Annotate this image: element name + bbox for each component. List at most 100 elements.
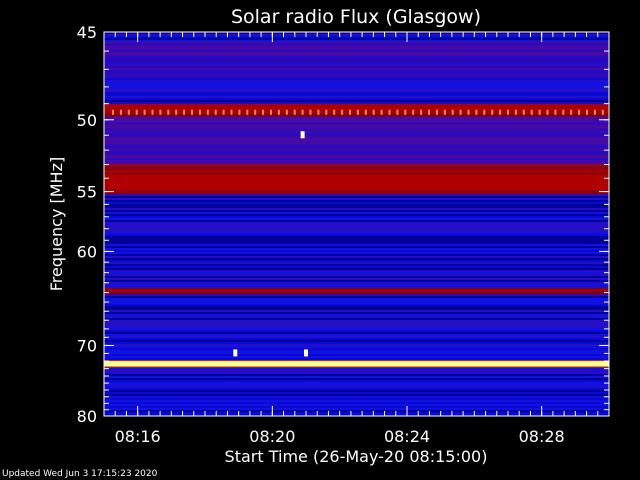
- band-row: [104, 130, 609, 133]
- spectrogram-row: [104, 294, 609, 296]
- band-row: [104, 107, 609, 110]
- spike-mark: [301, 109, 304, 115]
- spike-mark: [159, 109, 162, 115]
- spectrogram-row: [104, 286, 609, 288]
- spectrogram-row: [104, 248, 609, 250]
- spike-mark: [396, 109, 399, 115]
- spike-mark: [341, 109, 344, 115]
- spectrogram-row: [104, 412, 609, 414]
- spectrogram-row: [104, 238, 609, 240]
- spectrogram-row: [104, 304, 609, 306]
- spike-mark: [198, 109, 201, 115]
- spectrogram-row: [104, 312, 609, 314]
- y-tick-label: 50: [77, 111, 97, 130]
- y-tick-label: 80: [77, 407, 97, 426]
- spectrogram-row: [104, 280, 609, 282]
- spectrogram-row: [104, 202, 609, 204]
- band-row: [104, 55, 609, 58]
- spike-mark: [593, 109, 596, 115]
- spectrogram-row: [104, 92, 609, 94]
- band-row: [104, 289, 609, 292]
- spectrogram-row: [104, 332, 609, 334]
- spectrogram-row: [104, 36, 609, 38]
- band-row: [104, 134, 609, 137]
- spike-mark: [562, 109, 565, 115]
- spectrogram-row: [104, 86, 609, 88]
- plot-frame: [103, 31, 610, 417]
- spectrogram-row: [104, 324, 609, 326]
- spike-mark: [349, 109, 351, 115]
- spectrogram-row: [104, 264, 609, 266]
- spike-mark: [309, 109, 312, 115]
- spectrogram-row: [104, 200, 609, 202]
- y-tick-label: 55: [77, 183, 97, 202]
- y-tick-label: 45: [77, 23, 97, 42]
- frequency-band: [104, 41, 609, 79]
- band-row: [104, 168, 609, 171]
- spike-mark: [356, 109, 359, 115]
- spectrogram-row: [104, 402, 609, 404]
- spectrogram-row: [104, 212, 609, 214]
- band-row: [104, 120, 609, 123]
- spike-mark: [459, 109, 462, 115]
- spectrogram-row: [104, 342, 609, 344]
- band-row: [104, 122, 609, 125]
- spike-mark: [428, 109, 430, 115]
- band-row: [104, 180, 609, 183]
- spectrogram-row: [104, 350, 609, 352]
- spike-mark: [412, 109, 415, 115]
- spectrogram-row: [104, 338, 609, 340]
- spectrogram-row: [104, 354, 609, 356]
- spectrogram-row: [104, 240, 609, 242]
- band-row: [104, 164, 609, 167]
- band-row: [104, 77, 609, 79]
- frequency-band: [104, 360, 609, 368]
- spectrogram-row: [104, 214, 609, 216]
- band-row: [104, 291, 609, 294]
- spike-mark: [333, 109, 336, 115]
- spectrogram-row: [104, 216, 609, 218]
- band-row: [104, 59, 609, 62]
- band-row: [104, 75, 609, 78]
- spectrogram-row: [104, 308, 609, 310]
- band-row: [104, 73, 609, 76]
- spectrogram-row: [104, 252, 609, 254]
- band-row: [104, 182, 609, 185]
- band-row: [104, 71, 609, 74]
- band-row: [104, 136, 609, 139]
- spectrogram-row: [104, 230, 609, 232]
- x-tick-label: 08:24: [384, 427, 430, 446]
- spike-mark: [364, 109, 367, 115]
- spike-mark: [372, 109, 375, 115]
- spectrogram-row: [104, 384, 609, 386]
- spectrogram-row: [104, 34, 609, 36]
- band-core: [104, 361, 609, 367]
- spectrogram-row: [104, 352, 609, 354]
- band-row: [104, 45, 609, 48]
- spike-mark: [127, 109, 130, 115]
- spike-mark: [238, 109, 241, 115]
- band-row: [104, 103, 609, 106]
- spike-mark: [262, 109, 265, 115]
- spike-mark: [143, 109, 146, 115]
- spectrogram-row: [104, 298, 609, 300]
- band-row: [104, 132, 609, 135]
- spectrogram-row: [104, 330, 609, 332]
- spike-mark: [554, 109, 557, 115]
- spectrogram-row: [104, 242, 609, 244]
- spectrogram-row: [104, 410, 609, 412]
- spike-mark: [522, 109, 525, 115]
- band-row: [104, 115, 609, 117]
- spike-mark: [206, 109, 209, 115]
- spectrogram-row: [104, 310, 609, 312]
- spectrogram-row: [104, 194, 609, 196]
- spectrogram-row: [104, 400, 609, 402]
- spike-mark: [246, 109, 249, 115]
- spectrogram-row: [104, 390, 609, 392]
- spectrogram-row: [104, 224, 609, 226]
- band-row: [104, 156, 609, 159]
- spectrogram-row: [104, 408, 609, 410]
- spectrogram-row: [104, 392, 609, 394]
- spectrogram-row: [104, 196, 609, 198]
- band-row: [104, 111, 609, 114]
